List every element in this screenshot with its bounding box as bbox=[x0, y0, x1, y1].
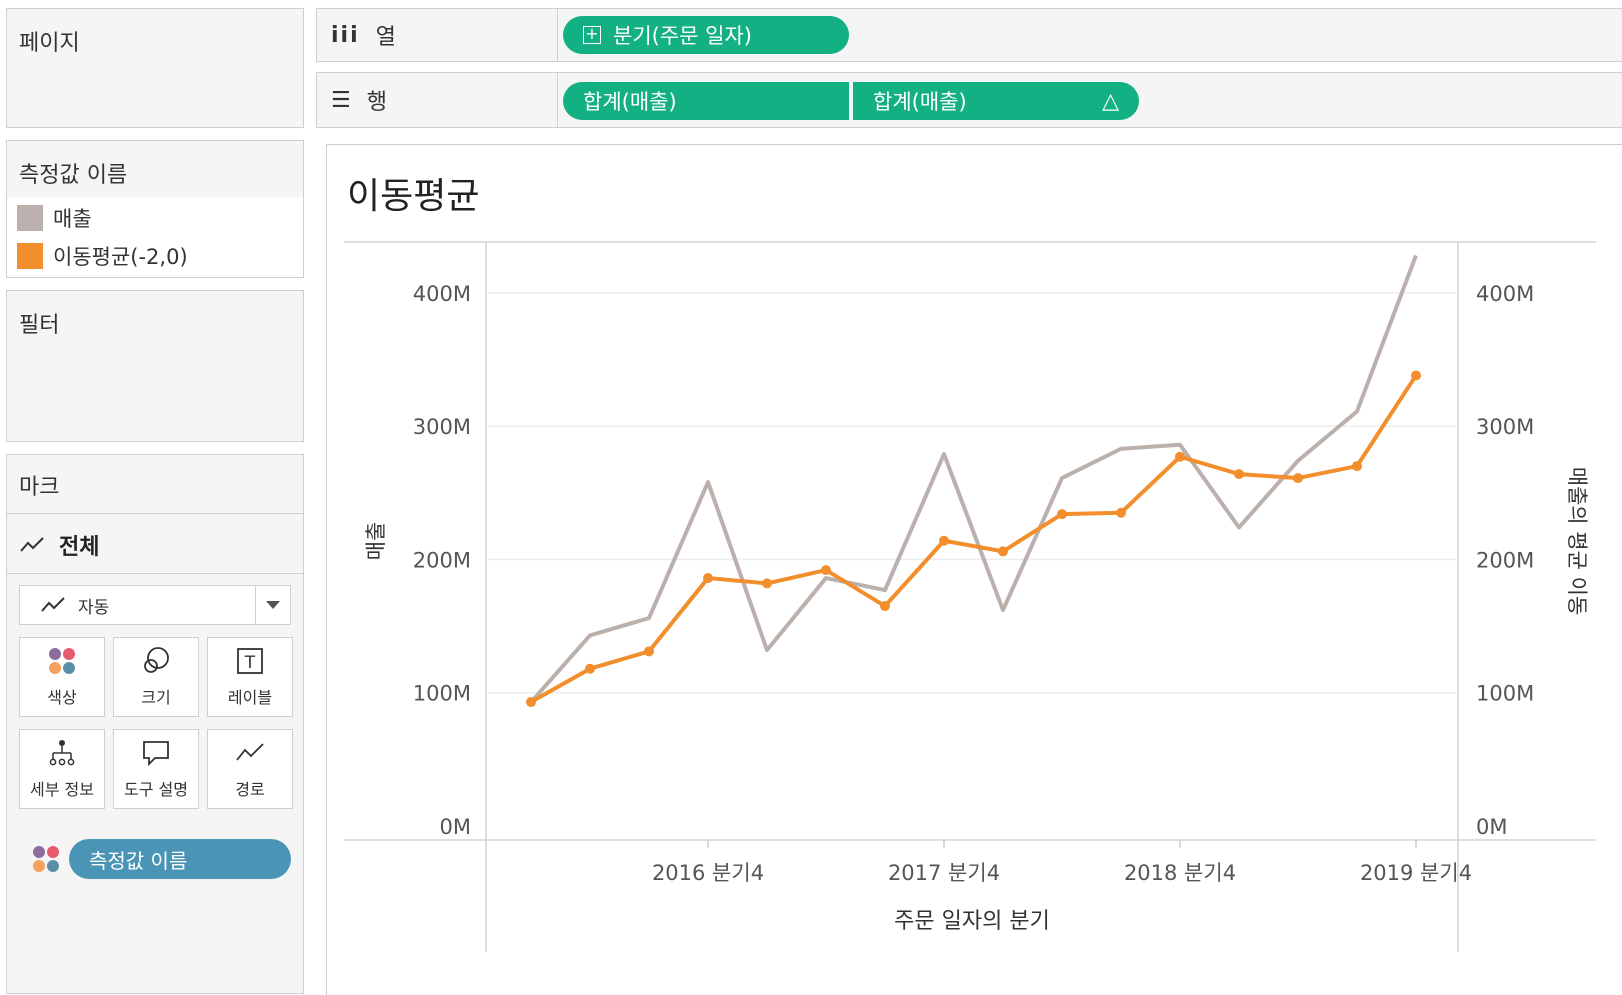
size-button[interactable]: 크기 bbox=[113, 637, 199, 717]
filters-title: 필터 bbox=[19, 313, 60, 338]
mark-type-label: 자동 bbox=[78, 597, 110, 618]
rows-shelf[interactable]: ☰ 행 합계(매출) 합계(매출) △ bbox=[316, 72, 1622, 128]
rows-icon: ☰ bbox=[331, 87, 351, 113]
rows-shelf-label: 행 bbox=[366, 90, 387, 115]
marks-all-label: 전체 bbox=[59, 535, 100, 560]
measure-names-pill-label: 측정값 이름 bbox=[89, 848, 188, 873]
chevron-down-icon bbox=[266, 601, 280, 609]
pages-panel[interactable]: 페이지 bbox=[6, 8, 304, 128]
rows-pill-label-2: 합계(매출) bbox=[873, 90, 967, 114]
rows-shelf-header: ☰ 행 bbox=[331, 73, 387, 127]
marks-title: 마크 bbox=[19, 475, 60, 500]
legend-label-moving-avg: 이동평균(-2,0) bbox=[53, 245, 188, 269]
columns-shelf-header: iii 열 bbox=[331, 9, 396, 61]
marks-panel[interactable]: 마크 전체 자동 색상 크기 T 레이블 bbox=[6, 454, 304, 994]
legend-label-sales: 매출 bbox=[53, 207, 92, 231]
tooltip-icon bbox=[143, 741, 169, 767]
columns-pill-label: 분기(주문 일자) bbox=[613, 24, 752, 48]
color-button-label: 색상 bbox=[47, 688, 77, 707]
legend-title: 측정값 이름 bbox=[19, 163, 128, 188]
label-button[interactable]: T 레이블 bbox=[207, 637, 293, 717]
pages-panel-title: 페이지 bbox=[19, 31, 80, 56]
chart-title: 이동평균 bbox=[347, 176, 480, 217]
svg-text:T: T bbox=[244, 653, 256, 673]
path-button[interactable]: 경로 bbox=[207, 729, 293, 809]
color-icon bbox=[33, 846, 59, 872]
path-button-label: 경로 bbox=[235, 780, 265, 799]
columns-shelf-label: 열 bbox=[375, 25, 396, 50]
legend-panel[interactable]: 측정값 이름 매출 이동평균(-2,0) bbox=[6, 140, 304, 278]
rows-pill-sales-moving-avg[interactable]: 합계(매출) △ bbox=[853, 82, 1139, 120]
dropdown-divider bbox=[255, 586, 256, 624]
color-field-row: 측정값 이름 bbox=[31, 839, 291, 879]
path-icon bbox=[236, 743, 264, 761]
rows-pill-label-1: 합계(매출) bbox=[583, 90, 677, 114]
detail-icon bbox=[49, 740, 75, 766]
columns-shelf[interactable]: iii 열 + 분기(주문 일자) bbox=[316, 8, 1622, 62]
detail-button[interactable]: 세부 정보 bbox=[19, 729, 105, 809]
color-icon bbox=[49, 648, 75, 674]
tooltip-button-label: 도구 설명 bbox=[124, 780, 188, 799]
color-button[interactable]: 색상 bbox=[19, 637, 105, 717]
measure-names-pill[interactable]: 측정값 이름 bbox=[69, 839, 291, 879]
table-calc-delta-icon: △ bbox=[1102, 88, 1119, 114]
columns-icon: iii bbox=[331, 22, 360, 48]
marks-divider bbox=[7, 513, 303, 514]
columns-pill-quarter[interactable]: + 분기(주문 일자) bbox=[563, 16, 849, 54]
marks-all-row[interactable]: 전체 bbox=[19, 529, 99, 561]
shelf-divider bbox=[557, 73, 558, 127]
line-mark-icon bbox=[20, 537, 44, 552]
line-mark-icon bbox=[41, 597, 65, 612]
legend-swatch-sales bbox=[17, 205, 43, 231]
mark-type-dropdown[interactable]: 자동 bbox=[19, 585, 291, 625]
text-label-icon: T bbox=[237, 648, 263, 674]
expand-icon: + bbox=[583, 26, 601, 44]
legend-items: 매출 이동평균(-2,0) bbox=[7, 197, 303, 277]
shelf-divider bbox=[557, 9, 558, 61]
size-icon bbox=[144, 647, 169, 673]
rows-pill-sales[interactable]: 합계(매출) bbox=[563, 82, 849, 120]
legend-item-sales[interactable]: 매출 bbox=[17, 203, 92, 233]
size-button-label: 크기 bbox=[141, 688, 171, 707]
chart-area: 이동평균 bbox=[326, 144, 1622, 995]
filters-panel[interactable]: 필터 bbox=[6, 290, 304, 442]
marks-divider-2 bbox=[7, 573, 303, 574]
legend-item-moving-avg[interactable]: 이동평균(-2,0) bbox=[17, 241, 188, 271]
label-button-label: 레이블 bbox=[227, 688, 273, 707]
detail-button-label: 세부 정보 bbox=[30, 780, 94, 799]
tooltip-button[interactable]: 도구 설명 bbox=[113, 729, 199, 809]
legend-swatch-moving-avg bbox=[17, 243, 43, 269]
